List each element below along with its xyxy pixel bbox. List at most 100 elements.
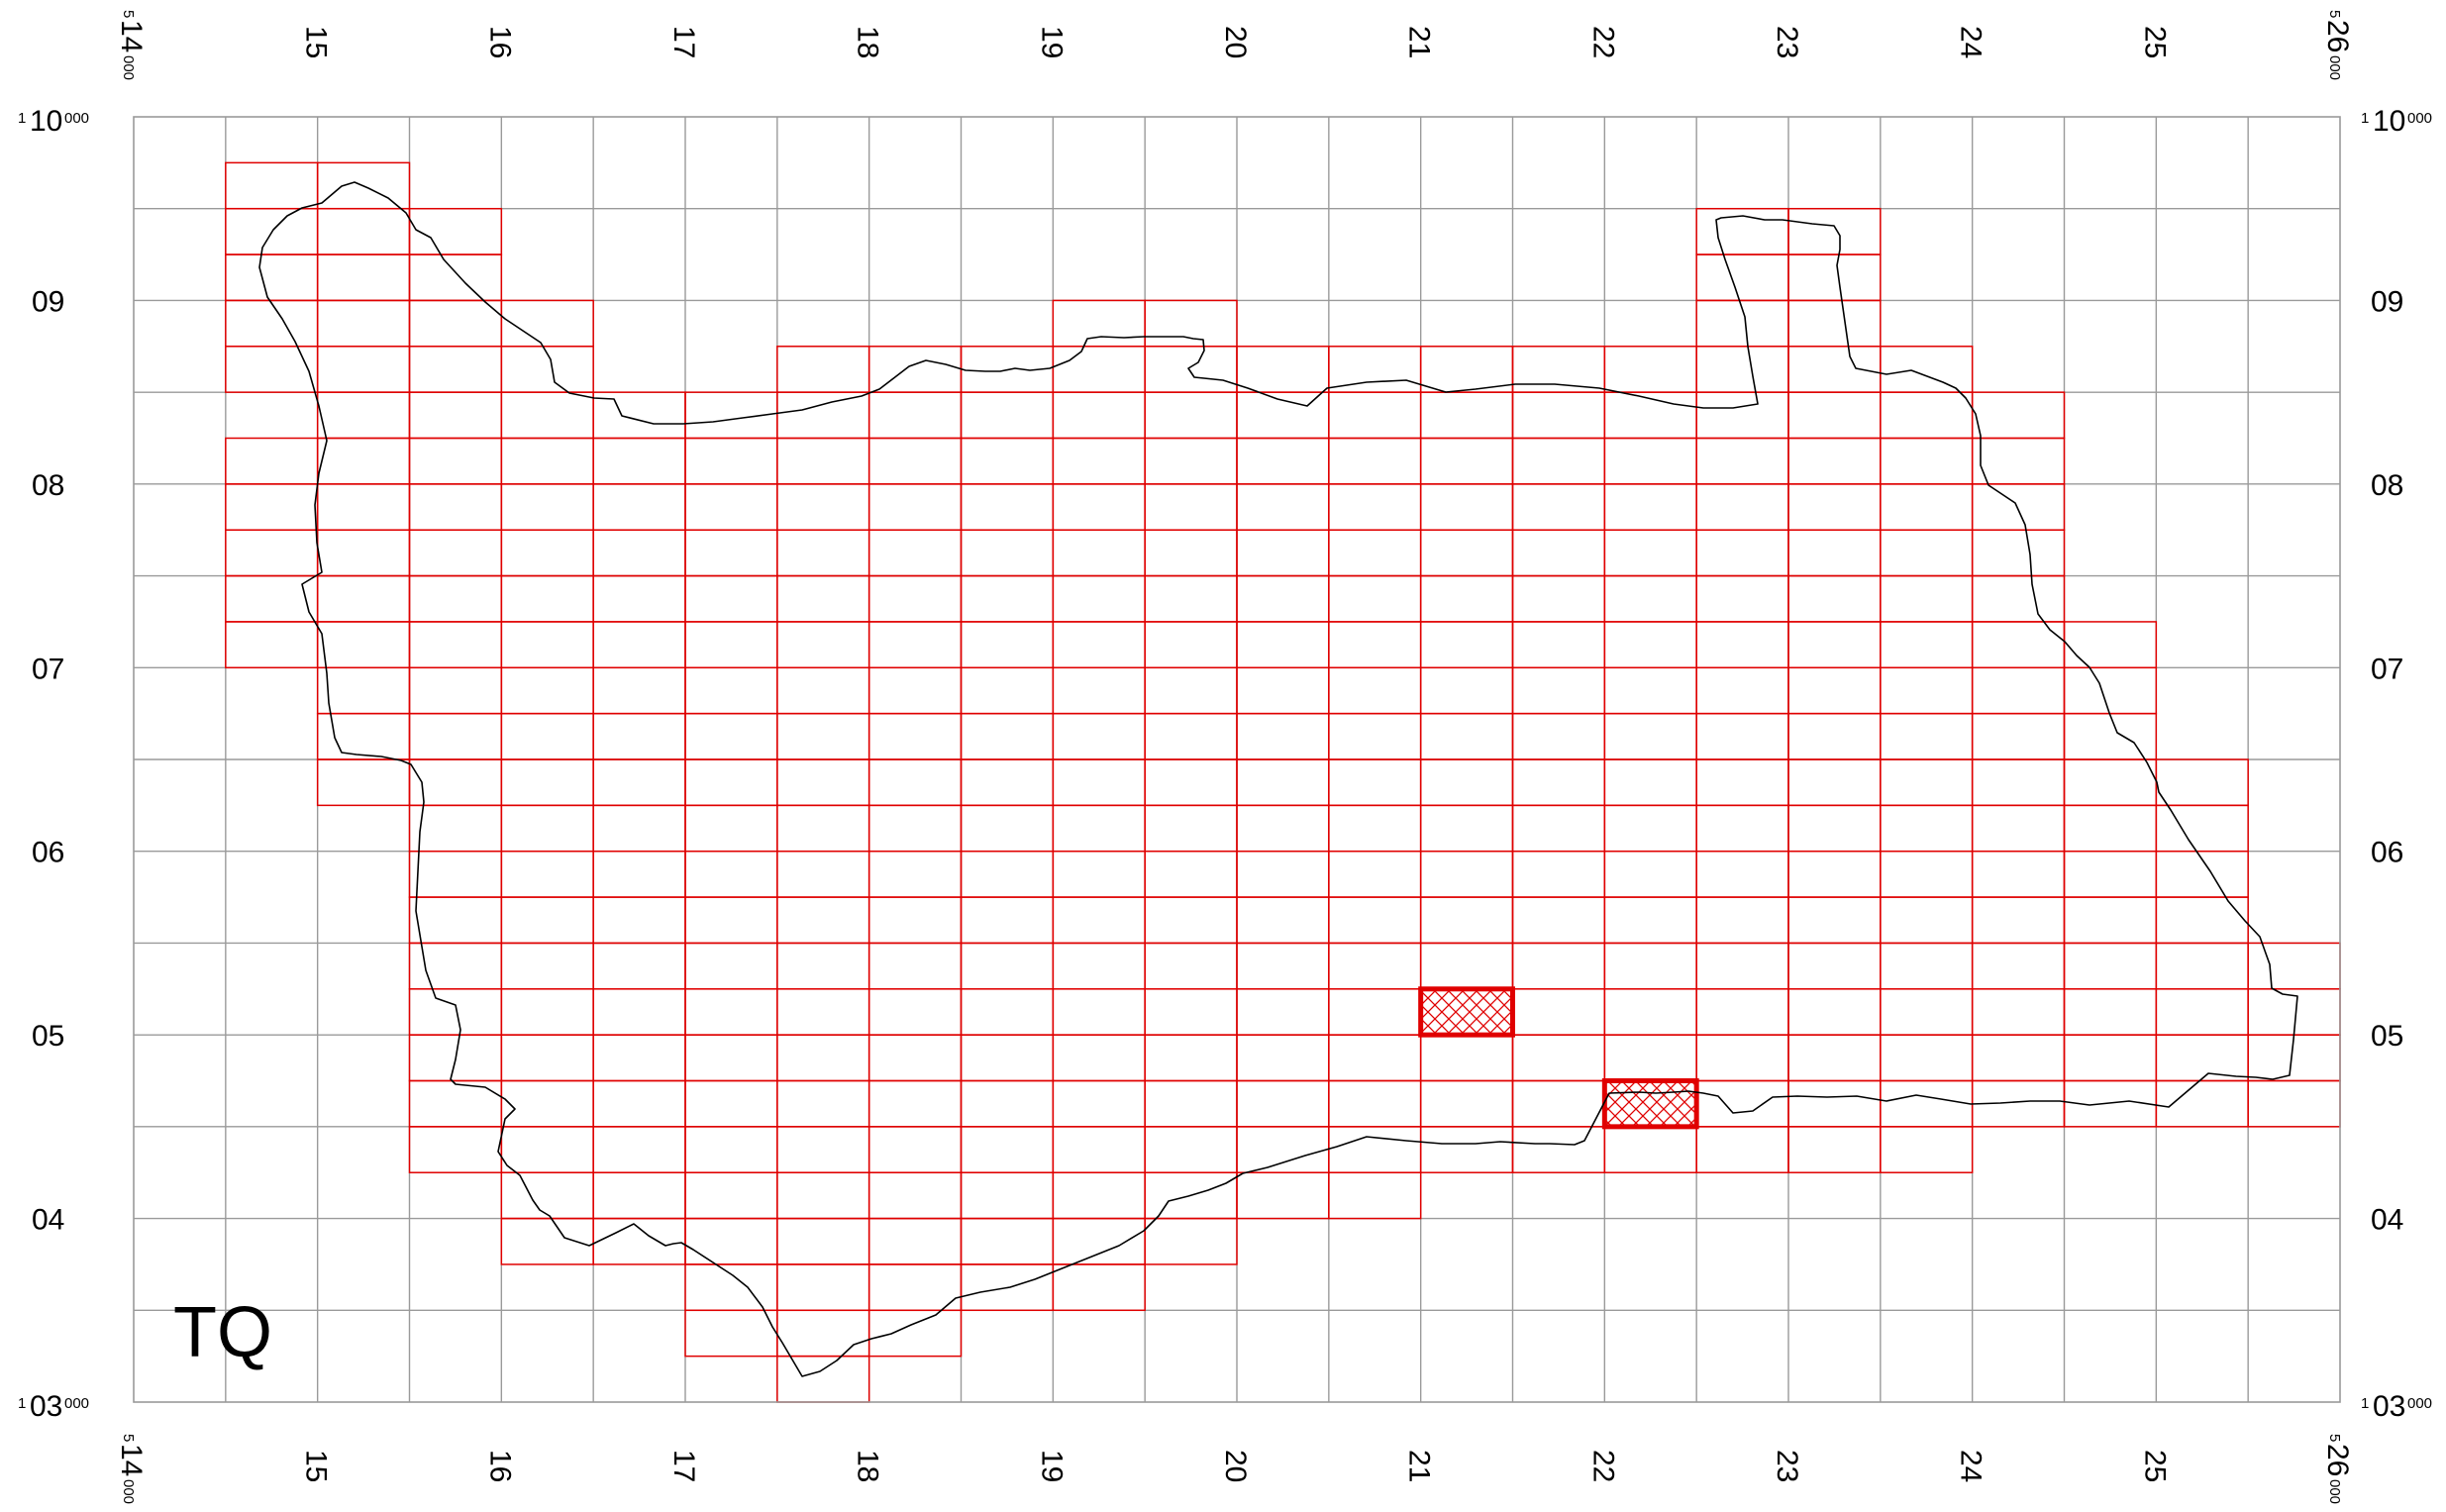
map-tile[interactable] <box>1787 483 1882 531</box>
map-tile[interactable] <box>316 346 411 393</box>
map-tile[interactable] <box>1880 942 1974 990</box>
map-tile[interactable] <box>1695 988 1789 1036</box>
map-tile[interactable] <box>592 896 686 945</box>
map-tile[interactable] <box>1603 1034 1697 1082</box>
map-tile[interactable] <box>776 896 870 945</box>
map-tile[interactable] <box>2155 988 2249 1036</box>
map-tile[interactable] <box>1144 666 1238 715</box>
map-tile[interactable] <box>1511 666 1606 715</box>
map-tile[interactable] <box>592 437 686 485</box>
map-tile[interactable] <box>776 1217 870 1265</box>
map-tile[interactable] <box>316 253 411 302</box>
map-tile[interactable] <box>1052 621 1146 669</box>
map-tile[interactable] <box>1419 758 1514 807</box>
map-tile[interactable] <box>684 1171 778 1220</box>
map-tile[interactable] <box>500 666 594 715</box>
map-tile[interactable] <box>500 574 594 623</box>
map-tile[interactable] <box>225 299 319 348</box>
map-tile[interactable] <box>1236 712 1330 760</box>
map-tile[interactable] <box>1787 1079 1882 1128</box>
map-tile[interactable] <box>225 621 319 669</box>
map-tile[interactable] <box>592 850 686 898</box>
map-tile[interactable] <box>592 1171 686 1220</box>
map-tile[interactable] <box>1144 850 1238 898</box>
map-tile[interactable] <box>1236 850 1330 898</box>
map-tile[interactable] <box>1511 437 1606 485</box>
map-tile[interactable] <box>1236 804 1330 853</box>
map-tile[interactable] <box>867 804 963 853</box>
map-tile[interactable] <box>1328 804 1422 853</box>
map-tile[interactable] <box>1144 621 1238 669</box>
map-tile[interactable] <box>1695 437 1789 485</box>
map-tile[interactable] <box>1787 253 1882 302</box>
map-tile[interactable] <box>867 1217 963 1265</box>
map-tile[interactable] <box>1971 574 2066 623</box>
map-tile[interactable] <box>684 666 778 715</box>
map-tile[interactable] <box>776 1034 870 1082</box>
map-tile[interactable] <box>684 574 778 623</box>
map-tile[interactable] <box>316 483 411 531</box>
map-tile[interactable] <box>1511 804 1606 853</box>
map-tile[interactable] <box>1144 483 1238 531</box>
map-tile[interactable] <box>776 988 870 1036</box>
map-tile[interactable] <box>1328 437 1422 485</box>
map-tile[interactable] <box>316 299 411 348</box>
map-tile[interactable] <box>1603 483 1697 531</box>
map-tile[interactable] <box>1052 1263 1146 1312</box>
map-tile[interactable] <box>1144 712 1238 760</box>
map-tile[interactable] <box>408 712 503 760</box>
map-tile[interactable] <box>1328 1034 1422 1082</box>
map-tile[interactable] <box>500 1126 594 1173</box>
map-tile[interactable] <box>684 1034 778 1082</box>
map-tile[interactable] <box>1144 1217 1238 1265</box>
map-tile[interactable] <box>1236 666 1330 715</box>
map-tile[interactable] <box>316 758 411 807</box>
map-tile[interactable] <box>867 988 963 1036</box>
map-tile[interactable] <box>1419 346 1514 393</box>
map-tile[interactable] <box>960 1217 1055 1265</box>
map-tile[interactable] <box>1971 621 2066 669</box>
map-tile[interactable] <box>960 666 1055 715</box>
map-tile[interactable] <box>592 483 686 531</box>
map-tile[interactable] <box>1328 666 1422 715</box>
map-tile[interactable] <box>1236 1126 1330 1173</box>
map-tile[interactable] <box>1419 574 1514 623</box>
map-tile[interactable] <box>500 988 594 1036</box>
map-tile[interactable] <box>776 1079 870 1128</box>
map-tile[interactable] <box>960 574 1055 623</box>
map-tile[interactable] <box>592 712 686 760</box>
map-tile[interactable] <box>1419 942 1514 990</box>
map-tile[interactable] <box>867 391 963 440</box>
map-tile[interactable] <box>1236 529 1330 577</box>
map-tile[interactable] <box>1603 621 1697 669</box>
map-tile[interactable] <box>867 942 963 990</box>
map-tile[interactable] <box>1328 1171 1422 1220</box>
map-tile[interactable] <box>592 1217 686 1265</box>
map-tile[interactable] <box>1880 1126 1974 1173</box>
map-tile[interactable] <box>684 1079 778 1128</box>
map-tile[interactable] <box>1052 942 1146 990</box>
map-tile[interactable] <box>776 804 870 853</box>
map-tile[interactable] <box>776 1309 870 1358</box>
map-tile[interactable] <box>1144 437 1238 485</box>
map-tile[interactable] <box>2063 621 2158 669</box>
map-tile[interactable] <box>408 850 503 898</box>
map-tile[interactable] <box>1419 712 1514 760</box>
map-tile[interactable] <box>1787 207 1882 255</box>
map-tile[interactable] <box>1328 391 1422 440</box>
map-tile[interactable] <box>1880 437 1974 485</box>
map-tile[interactable] <box>1236 1171 1330 1220</box>
map-tile[interactable] <box>1511 621 1606 669</box>
map-tile[interactable] <box>500 391 594 440</box>
map-tile[interactable] <box>684 1217 778 1265</box>
map-tile[interactable] <box>867 758 963 807</box>
map-tile[interactable] <box>1787 574 1882 623</box>
map-tile[interactable] <box>1695 758 1789 807</box>
map-tile[interactable] <box>1603 942 1697 990</box>
map-tile[interactable] <box>500 1217 594 1265</box>
map-tile[interactable] <box>960 804 1055 853</box>
map-tile[interactable] <box>1880 529 1974 577</box>
highlighted-tile[interactable] <box>1601 1078 1699 1130</box>
map-tile[interactable] <box>1419 850 1514 898</box>
map-tile[interactable] <box>960 1034 1055 1082</box>
